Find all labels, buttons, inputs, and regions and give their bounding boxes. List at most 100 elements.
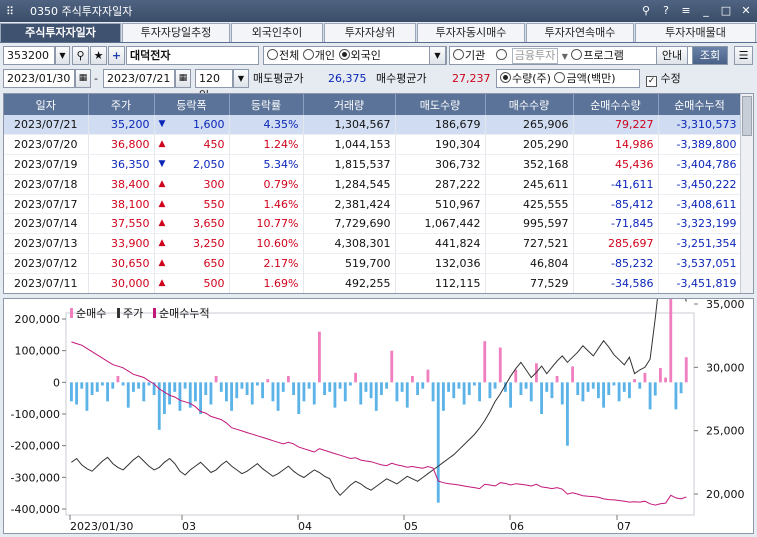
cell-volume: 1,284,545 bbox=[303, 174, 396, 195]
radio-amount[interactable]: 금액(백만) bbox=[554, 72, 616, 85]
cell-change-rate: 4.35% bbox=[229, 115, 304, 136]
radio-financial-invest[interactable] bbox=[496, 49, 508, 60]
cell-sell-qty: 441,824 bbox=[395, 233, 486, 255]
col-change-rate[interactable]: 등락률 bbox=[229, 94, 304, 115]
adjust-checkbox[interactable]: ✓ 수정 bbox=[646, 72, 681, 87]
tab-investor-consecutive-buy[interactable]: 투자자연속매수 bbox=[526, 23, 634, 42]
net-buy-bar bbox=[519, 382, 523, 395]
cell-price: 38,400 bbox=[88, 174, 155, 195]
cell-volume: 1,044,153 bbox=[303, 134, 396, 156]
calendar-to-icon[interactable]: ▦ bbox=[175, 69, 191, 88]
minimize-icon[interactable]: _ bbox=[703, 4, 709, 17]
close-icon[interactable]: ✕ bbox=[741, 4, 751, 17]
table-row[interactable]: 2023/07/20 36,800 ▲ 450 1.24% 1,044,153 190,30… bbox=[4, 134, 742, 156]
radio-quantity[interactable]: 수량(주) bbox=[500, 72, 551, 85]
window-title: 0350 주식투자자일자 bbox=[30, 5, 133, 18]
cell-buy-qty: 352,168 bbox=[485, 154, 574, 175]
grid-scrollbar[interactable] bbox=[740, 94, 753, 293]
net-buy-bar bbox=[436, 382, 440, 503]
filter-row: 2023/01/30 ▦ - 2023/07/21 ▦ 120일 ▼ 매도평균가… bbox=[3, 68, 754, 102]
change-value: 550 bbox=[203, 197, 225, 211]
tab-investor-intraday-estimate[interactable]: 투자자당일추정 bbox=[122, 23, 230, 42]
sell-avg-label: 매도평균가 bbox=[253, 72, 304, 85]
col-buy-qty[interactable]: 매수수량 bbox=[485, 94, 574, 115]
net-buy-bar bbox=[628, 382, 631, 399]
net-buy-bar bbox=[426, 369, 430, 383]
investor-dropdown-button[interactable]: ▼ bbox=[429, 46, 446, 65]
legend-swatch bbox=[117, 308, 120, 318]
tab-investor-volume-profile[interactable]: 투자자매물대 bbox=[635, 23, 756, 42]
period-select[interactable]: 120일 bbox=[195, 69, 233, 102]
search-icon[interactable]: ⚲ bbox=[72, 46, 89, 65]
table-row[interactable]: 2023/07/12 30,650 ▲ 650 2.17% 519,700 132,036 4… bbox=[4, 253, 742, 274]
net-buy-bar bbox=[669, 299, 673, 383]
settings-icon[interactable]: ≡ bbox=[681, 4, 691, 17]
col-change[interactable]: 등락폭 bbox=[154, 94, 230, 115]
right-tick-label: 35,000 bbox=[706, 299, 745, 311]
app-menu-icon[interactable]: ⠿ bbox=[6, 4, 15, 18]
net-buy-bar bbox=[116, 376, 120, 383]
tab-investor-top[interactable]: 투자자상위 bbox=[324, 23, 416, 42]
info-button[interactable]: 안내 bbox=[656, 46, 688, 65]
col-price[interactable]: 주가 bbox=[88, 94, 155, 115]
col-net-buy[interactable]: 순매수수량 bbox=[573, 94, 659, 115]
cell-net-cum: -3,408,611 bbox=[658, 194, 742, 215]
radio-foreign[interactable]: 외국인 bbox=[338, 49, 381, 62]
maximize-icon[interactable]: □ bbox=[720, 4, 732, 17]
net-buy-bar bbox=[80, 382, 84, 389]
add-plus-icon[interactable]: + bbox=[108, 46, 125, 65]
cell-sell-qty: 186,679 bbox=[395, 115, 486, 136]
radio-program[interactable]: 프로그램 bbox=[571, 49, 624, 62]
tab-foreign-trend[interactable]: 외국인추이 bbox=[231, 23, 323, 42]
cell-net-buy: 79,227 bbox=[573, 115, 659, 136]
net-buy-bar bbox=[462, 382, 466, 405]
query-button[interactable]: 조회 bbox=[692, 46, 728, 65]
net-buy-bar bbox=[467, 382, 471, 395]
cell-sell-qty: 306,732 bbox=[395, 154, 486, 175]
col-date[interactable]: 일자 bbox=[4, 94, 89, 115]
table-row[interactable]: 2023/07/19 36,350 ▼ 2,050 5.34% 1,815,537 306,… bbox=[4, 154, 742, 175]
radio-individual[interactable]: 개인 bbox=[302, 49, 335, 62]
cell-volume: 492,255 bbox=[303, 273, 396, 293]
cell-change-rate: 2.17% bbox=[229, 253, 304, 274]
radio-institution[interactable]: 기관 bbox=[453, 49, 485, 62]
net-buy-bar bbox=[498, 347, 502, 383]
tab-stock-investor-daily[interactable]: 주식투자자일자 bbox=[0, 23, 121, 42]
col-net-cum[interactable]: 순매수누적 bbox=[658, 94, 742, 115]
stock-code-input[interactable]: 353200 bbox=[3, 46, 55, 65]
cell-net-cum: -3,404,786 bbox=[658, 154, 742, 175]
tab-investor-simultaneous-buy[interactable]: 투자자동시매수 bbox=[417, 23, 525, 42]
scroll-thumb[interactable] bbox=[742, 96, 752, 136]
table-row[interactable]: 2023/07/17 38,100 ▲ 550 1.46% 2,381,424 510,96… bbox=[4, 194, 742, 215]
cell-net-buy: -71,845 bbox=[573, 213, 659, 235]
cell-change-rate: 0.79% bbox=[229, 174, 304, 195]
table-row[interactable]: 2023/07/13 33,900 ▲ 3,250 10.60% 4,308,301 441… bbox=[4, 233, 742, 255]
help-icon[interactable]: ? bbox=[663, 4, 669, 17]
calendar-from-icon[interactable]: ▦ bbox=[75, 69, 91, 88]
radio-all[interactable]: 전체 bbox=[267, 49, 299, 62]
table-row[interactable]: 2023/07/21 35,200 ▼ 1,600 4.35% 1,304,567 186,… bbox=[4, 115, 742, 136]
period-dropdown-button[interactable]: ▼ bbox=[233, 69, 249, 88]
cell-change-rate: 10.60% bbox=[229, 233, 304, 255]
table-row[interactable]: 2023/07/14 37,550 ▲ 3,650 10.77% 7,729,690 1,0… bbox=[4, 213, 742, 235]
table-row[interactable]: 2023/07/11 30,000 ▲ 500 1.69% 492,255 112,115 7… bbox=[4, 273, 742, 293]
favorite-star-icon[interactable]: ★ bbox=[90, 46, 107, 65]
net-buy-bar bbox=[364, 382, 368, 392]
col-volume[interactable]: 거래량 bbox=[303, 94, 396, 115]
cell-volume: 1,304,567 bbox=[303, 115, 396, 136]
link-icon[interactable]: ⚲ bbox=[641, 4, 651, 17]
cell-net-buy: 285,697 bbox=[573, 233, 659, 255]
cell-sell-qty: 190,304 bbox=[395, 134, 486, 156]
net-buy-bar bbox=[395, 382, 399, 402]
table-row[interactable]: 2023/07/18 38,400 ▲ 300 0.79% 1,284,545 287,22… bbox=[4, 174, 742, 195]
list-menu-icon[interactable]: ☰ bbox=[734, 46, 753, 65]
net-buy-bar bbox=[318, 331, 321, 383]
date-from-input[interactable]: 2023/01/30 bbox=[3, 69, 75, 88]
x-tick-label: 05 bbox=[404, 520, 418, 533]
financial-invest-select[interactable]: 금융투자 bbox=[511, 48, 559, 64]
cell-date: 2023/07/20 bbox=[4, 134, 89, 156]
col-sell-qty[interactable]: 매도수량 bbox=[395, 94, 486, 115]
code-dropdown-button[interactable]: ▼ bbox=[55, 46, 70, 65]
date-to-input[interactable]: 2023/07/21 bbox=[103, 69, 175, 88]
net-buy-bar bbox=[659, 367, 662, 383]
